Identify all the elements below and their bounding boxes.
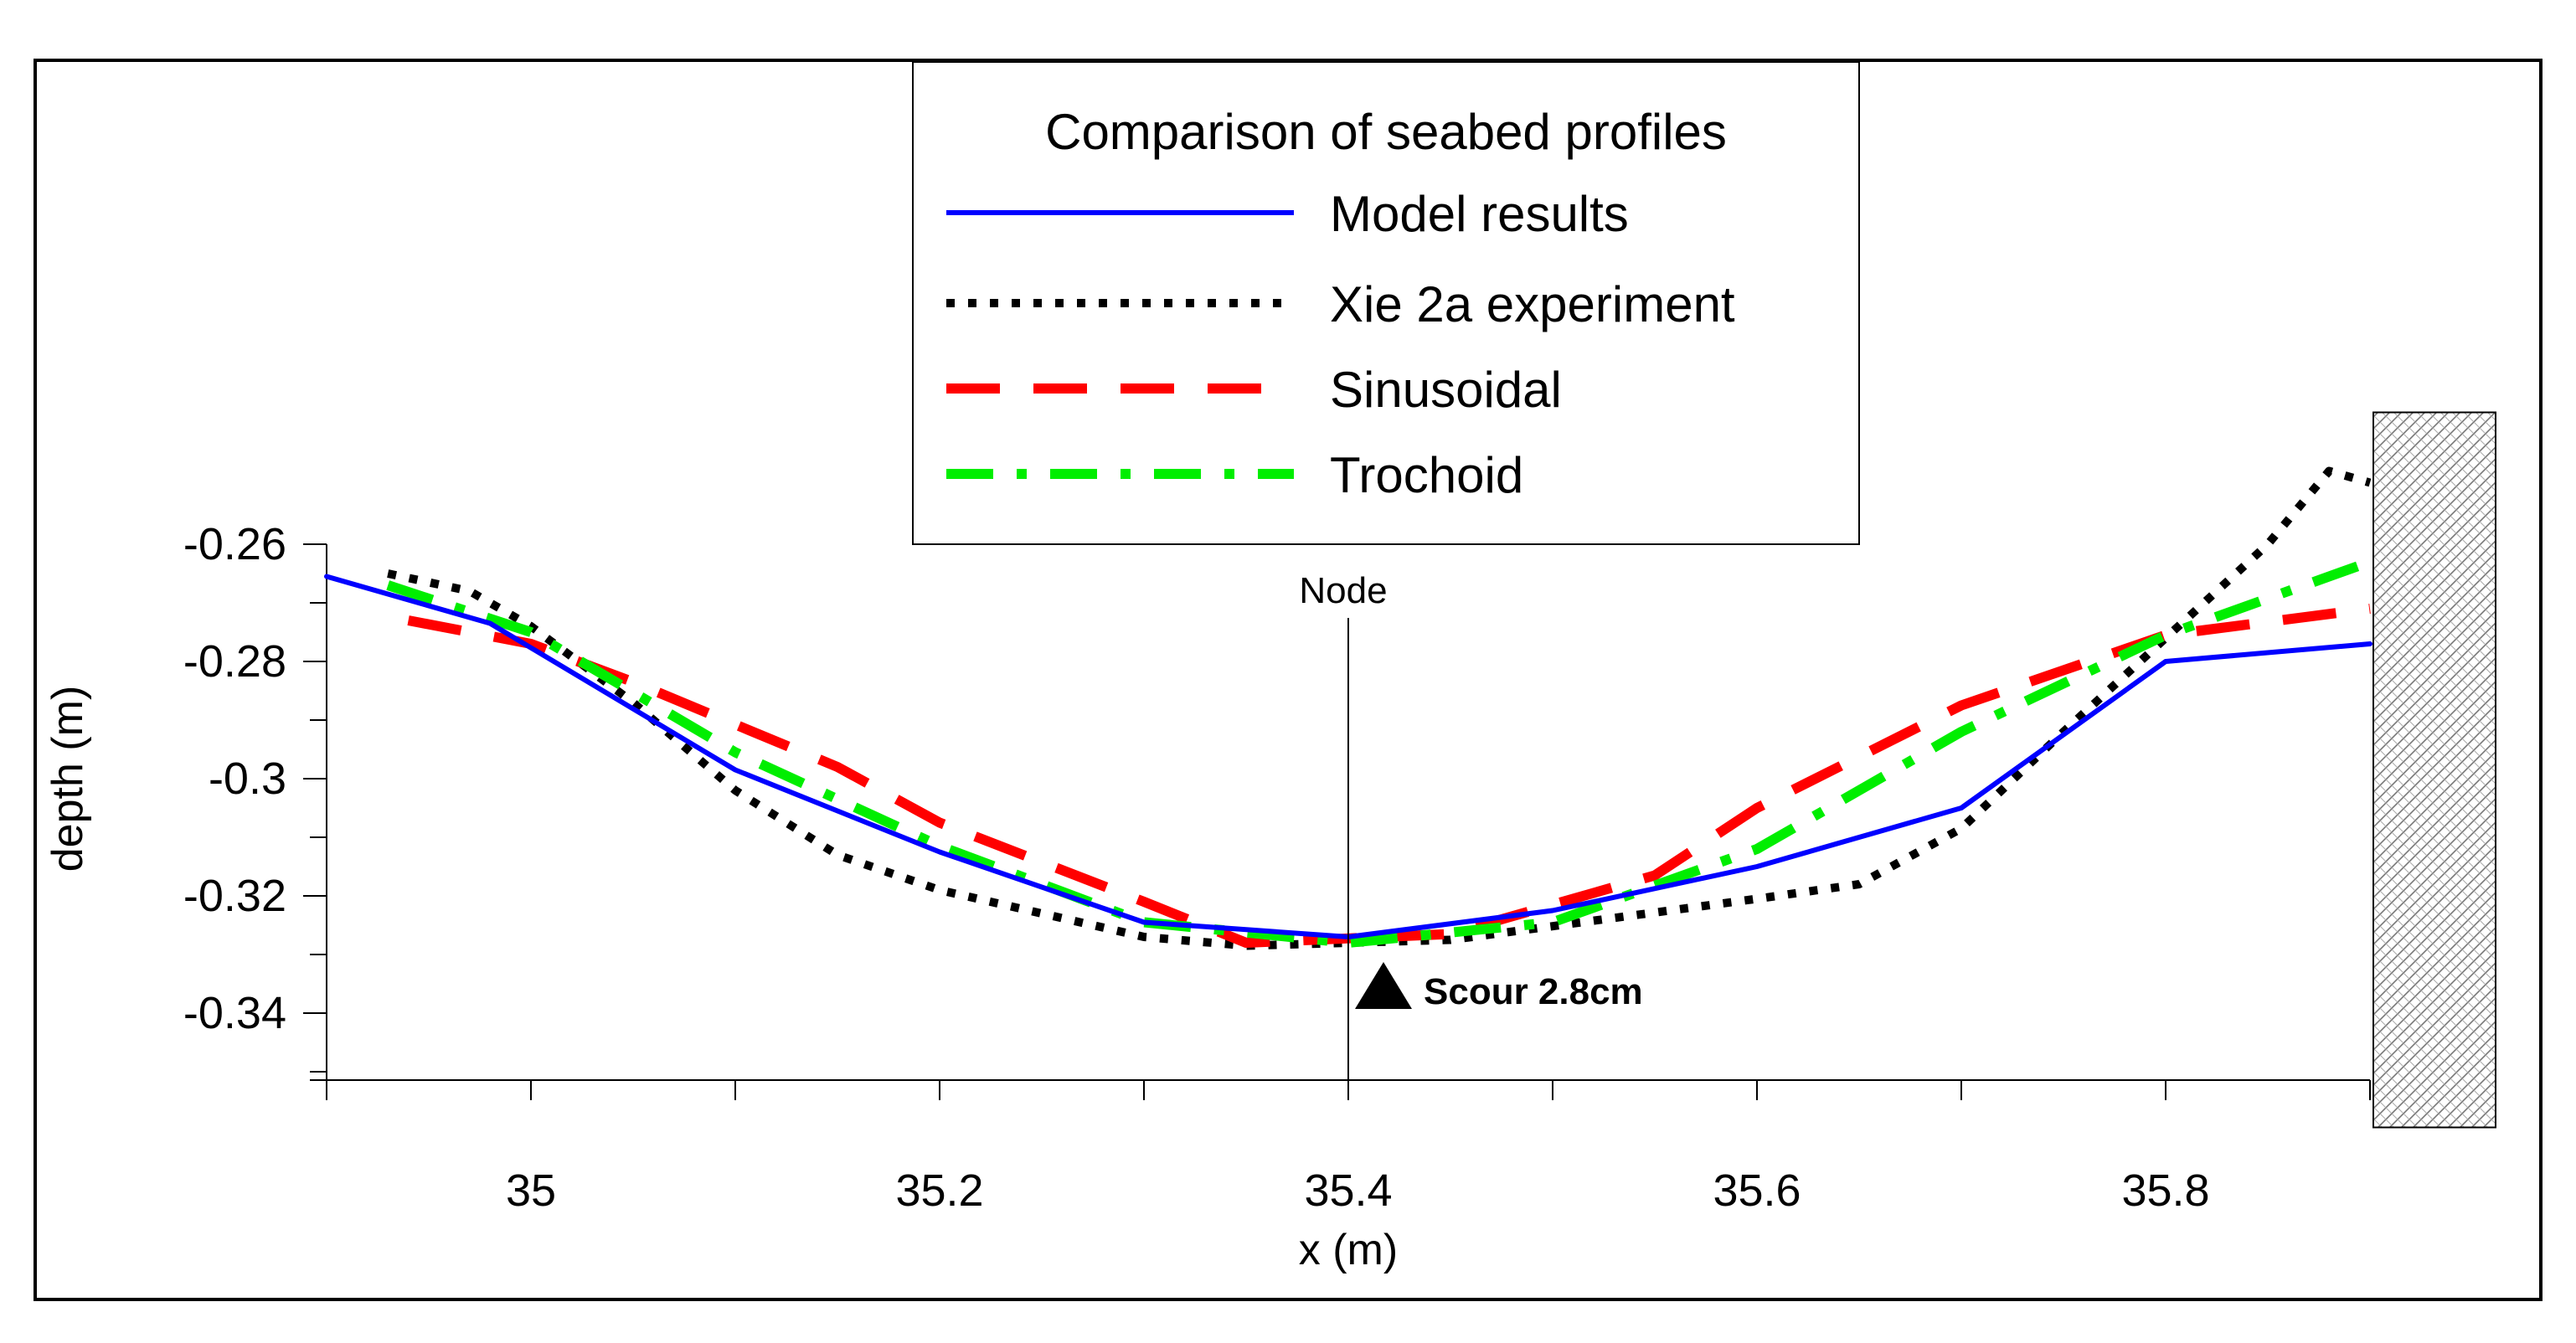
series-line-sinusoidal xyxy=(407,604,2371,948)
x-tick-label: 35.2 xyxy=(895,1165,983,1216)
legend-label-sinusoidal: Sinusoidal xyxy=(1330,362,1562,418)
axes: -0.26 -0.28 -0.3 -0.32 -0.34 35 35.2 35.4 35.6 35… xyxy=(44,519,2371,1274)
legend-title: Comparison of seabed profiles xyxy=(1045,104,1727,160)
legend-label-model-results: Model results xyxy=(1330,186,1629,242)
scour-label: Scour 2.8cm xyxy=(1424,971,1643,1012)
legend-label-trochoid: Trochoid xyxy=(1330,447,1523,503)
y-tick-label: -0.28 xyxy=(183,636,286,687)
wall-hatched xyxy=(2372,411,2496,1129)
node-label: Node xyxy=(1299,570,1387,611)
y-axis-title: depth (m) xyxy=(44,686,92,872)
x-tick-label: 35.4 xyxy=(1304,1165,1392,1216)
y-tick-label: -0.3 xyxy=(209,754,286,804)
y-tick-label: -0.32 xyxy=(183,871,286,921)
scour-triangle-marker xyxy=(1355,962,1412,1009)
x-tick-label: 35 xyxy=(506,1165,556,1216)
series-line-trochoid xyxy=(386,557,2372,948)
y-tick-label: -0.26 xyxy=(183,519,286,569)
x-tick-label: 35.6 xyxy=(1713,1165,1801,1216)
legend-label-xie-2a-experiment: Xie 2a experiment xyxy=(1330,276,1735,332)
x-axis-title: x (m) xyxy=(1299,1226,1398,1274)
legend: Comparison of seabed profiles Model resu… xyxy=(912,61,1860,545)
x-tick-label: 35.8 xyxy=(2121,1165,2209,1216)
legend-box xyxy=(912,61,1860,545)
y-tick-label: -0.34 xyxy=(183,988,286,1038)
